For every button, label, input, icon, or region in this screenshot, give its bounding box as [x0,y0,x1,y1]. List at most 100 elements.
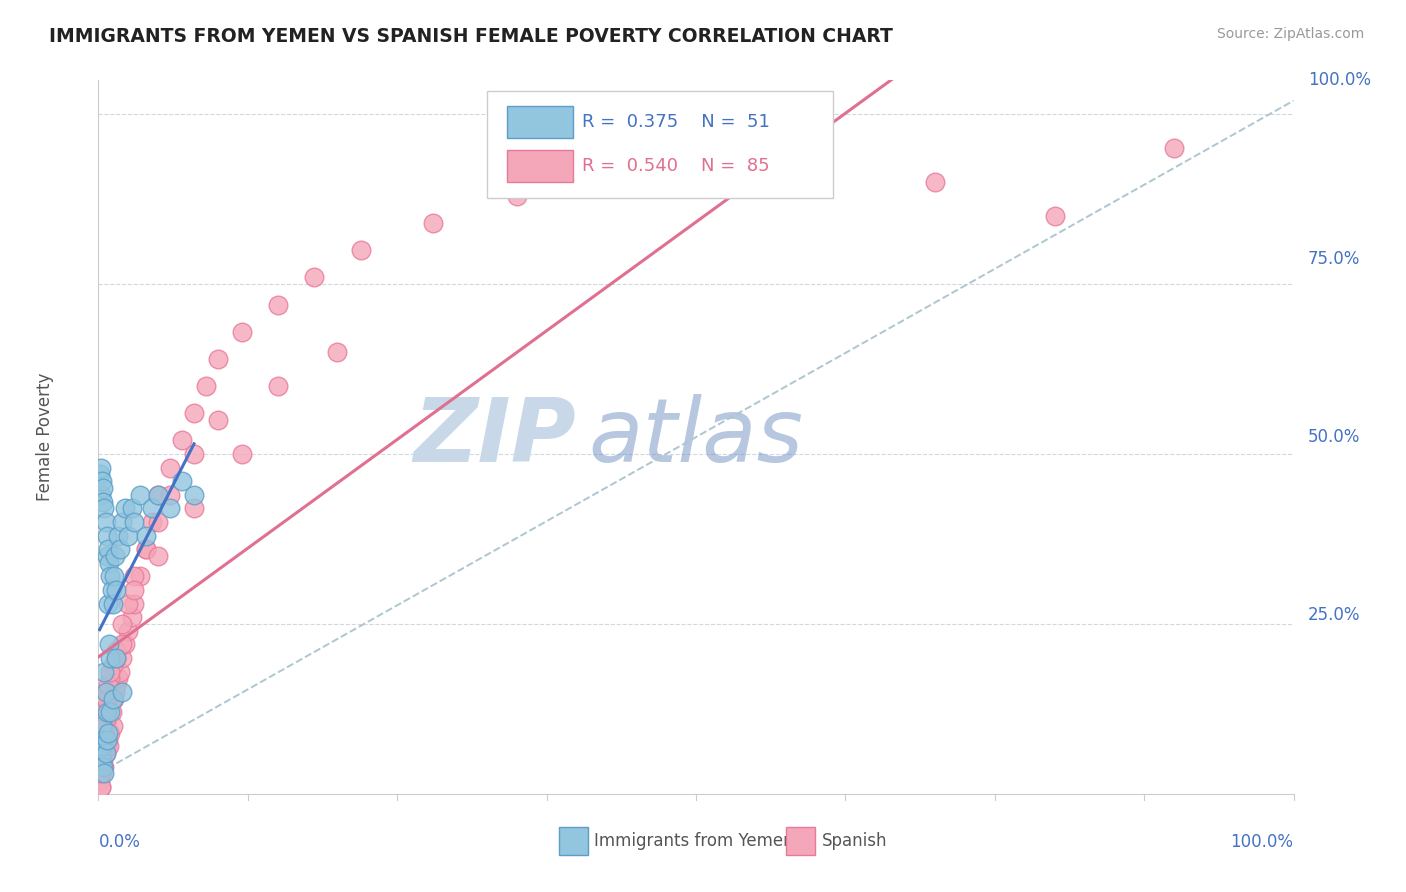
Point [94,515,117,529]
Point [91,719,114,733]
Point [96,528,118,542]
Point [135,528,157,542]
Point [183,488,205,502]
Point [97,542,120,557]
Point [93,760,115,774]
Point [96,732,118,747]
Text: ZIP: ZIP [413,393,576,481]
Point [565,161,588,176]
Point [108,665,131,679]
Point [91,760,114,774]
Point [135,542,157,557]
Point [267,297,290,311]
FancyBboxPatch shape [486,91,834,198]
Point [105,582,128,597]
Point [326,345,349,359]
Point [124,597,146,611]
Point [302,270,325,285]
Point [141,515,163,529]
Point [98,725,122,739]
Point [195,379,218,393]
Point [91,481,114,495]
Point [97,685,120,699]
Point [183,406,205,420]
Point [91,753,114,767]
Point [94,746,117,760]
Point [91,494,114,508]
Point [98,706,122,720]
Point [159,488,181,502]
Point [96,698,118,713]
Point [101,657,124,672]
Point [111,515,134,529]
Point [207,413,229,427]
Point [90,780,112,794]
Point [104,685,127,699]
Point [91,732,114,747]
Point [94,719,117,733]
Point [90,753,112,767]
Point [172,475,194,489]
Point [103,691,125,706]
Point [89,773,111,788]
Point [804,107,827,121]
Point [90,488,112,502]
Point [685,135,707,149]
Point [91,746,114,760]
Text: 25.0%: 25.0% [1308,607,1361,624]
Point [183,501,205,516]
Point [97,678,120,692]
Point [111,651,134,665]
Point [207,351,229,366]
Point [105,651,128,665]
Text: 100.0%: 100.0% [1308,71,1371,89]
Text: IMMIGRANTS FROM YEMEN VS SPANISH FEMALE POVERTY CORRELATION CHART: IMMIGRANTS FROM YEMEN VS SPANISH FEMALE … [49,27,893,45]
Text: Female Poverty: Female Poverty [35,373,53,501]
Text: R =  0.375    N =  51: R = 0.375 N = 51 [582,112,770,130]
Point [114,501,136,516]
Point [98,569,122,583]
Point [93,706,115,720]
Point [107,528,129,542]
Point [350,243,373,257]
Text: atlas: atlas [589,394,803,480]
Point [98,665,122,679]
Point [98,556,121,570]
Point [93,665,115,679]
Point [91,475,114,489]
Point [111,617,134,632]
Point [267,379,290,393]
Point [91,739,114,754]
Point [96,549,118,563]
Point [117,624,139,638]
Point [159,501,181,516]
Text: 75.0%: 75.0% [1308,250,1360,268]
Point [89,467,111,482]
Point [89,766,111,780]
Text: Spanish: Spanish [821,832,887,850]
Text: 0.0%: 0.0% [98,833,141,851]
Point [103,569,125,583]
Point [924,175,946,189]
Point [111,685,134,699]
Point [231,325,253,339]
Point [121,501,143,516]
Point [93,725,115,739]
Point [124,515,146,529]
Point [159,460,181,475]
Point [1163,141,1185,155]
Point [148,488,170,502]
Point [97,732,120,747]
Point [101,597,124,611]
Point [94,685,117,699]
Point [94,746,117,760]
Point [129,488,152,502]
Point [105,644,128,658]
Point [135,542,157,557]
Point [1043,209,1066,223]
Point [98,698,121,713]
Point [90,746,112,760]
Point [105,651,128,665]
Point [111,637,134,651]
Point [141,501,163,516]
